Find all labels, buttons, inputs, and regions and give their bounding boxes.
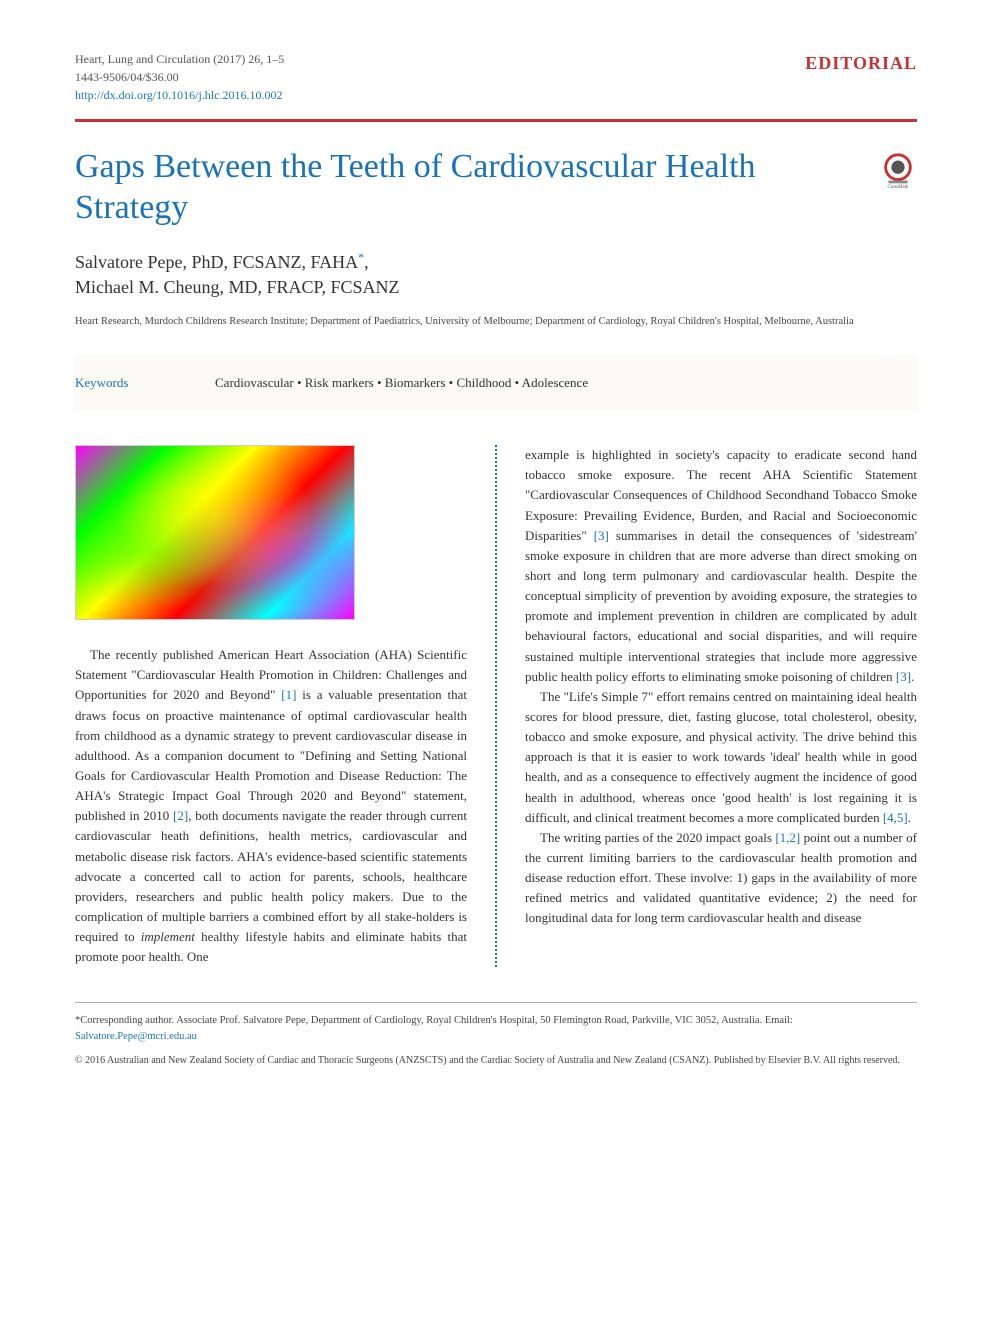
column-right: example is highlighted in society's capa… <box>525 445 917 967</box>
crossmark-icon[interactable]: CrossMark <box>879 152 917 190</box>
emphasis: implement <box>141 929 195 944</box>
affiliation: Heart Research, Murdoch Childrens Resear… <box>75 315 917 330</box>
corresponding-author-note: *Corresponding author. Associate Prof. S… <box>75 1013 917 1045</box>
section-label: EDITORIAL <box>805 50 917 77</box>
column-divider <box>495 445 497 967</box>
figure-image <box>75 445 355 620</box>
svg-text:CrossMark: CrossMark <box>887 185 909 190</box>
keywords-block: Keywords Cardiovascular • Risk markers •… <box>75 355 917 411</box>
doi-link[interactable]: http://dx.doi.org/10.1016/j.hlc.2016.10.… <box>75 88 282 102</box>
author-2: Michael M. Cheung, MD, FRACP, FCSANZ <box>75 277 400 297</box>
authors: Salvatore Pepe, PhD, FCSANZ, FAHA*, Mich… <box>75 249 917 300</box>
journal-info: Heart, Lung and Circulation (2017) 26, 1… <box>75 50 284 104</box>
author-1: Salvatore Pepe, PhD, FCSANZ, FAHA <box>75 252 358 272</box>
email-link[interactable]: Salvatore.Pepe@mcri.edu.au <box>75 1031 197 1042</box>
ref-link[interactable]: [4,5] <box>883 810 908 825</box>
ref-link[interactable]: [3] <box>594 528 609 543</box>
title-row: Gaps Between the Teeth of Cardiovascular… <box>75 147 917 249</box>
issn-price: 1443-9506/04/$36.00 <box>75 68 284 86</box>
header-rule <box>75 119 917 122</box>
keywords-label: Keywords <box>75 373 215 393</box>
ref-link[interactable]: [1] <box>281 687 296 702</box>
ref-link[interactable]: [3] <box>896 669 911 684</box>
paragraph: The recently published American Heart As… <box>75 645 467 967</box>
paragraph: The writing parties of the 2020 impact g… <box>525 828 917 929</box>
journal-citation: Heart, Lung and Circulation (2017) 26, 1… <box>75 50 284 68</box>
ref-link[interactable]: [1,2] <box>775 830 800 845</box>
copyright-notice: © 2016 Australian and New Zealand Societ… <box>75 1053 917 1068</box>
keywords-text: Cardiovascular • Risk markers • Biomarke… <box>215 373 588 393</box>
paragraph: example is highlighted in society's capa… <box>525 445 917 687</box>
footer-rule <box>75 1002 917 1003</box>
body-columns: The recently published American Heart As… <box>75 445 917 967</box>
ref-link[interactable]: [2] <box>173 808 188 823</box>
paragraph: The "Life's Simple 7" effort remains cen… <box>525 687 917 828</box>
page-header: Heart, Lung and Circulation (2017) 26, 1… <box>75 50 917 104</box>
column-left: The recently published American Heart As… <box>75 445 467 967</box>
article-title: Gaps Between the Teeth of Cardiovascular… <box>75 147 864 229</box>
